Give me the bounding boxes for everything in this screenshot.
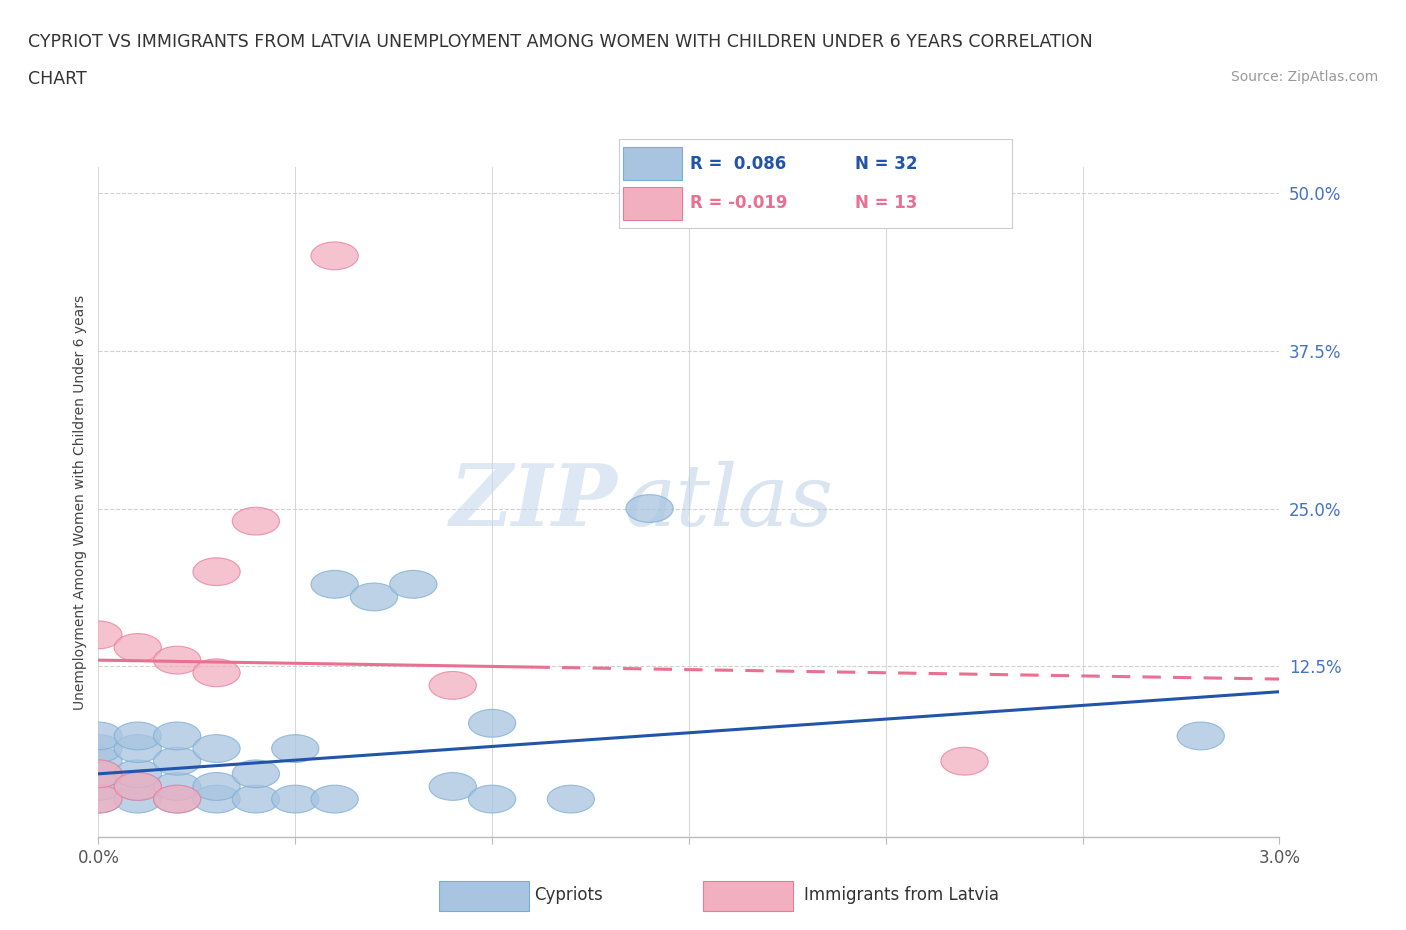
Text: CYPRIOT VS IMMIGRANTS FROM LATVIA UNEMPLOYMENT AMONG WOMEN WITH CHILDREN UNDER 6: CYPRIOT VS IMMIGRANTS FROM LATVIA UNEMPL… [28, 33, 1092, 50]
Text: Source: ZipAtlas.com: Source: ZipAtlas.com [1230, 70, 1378, 84]
Text: ZIP: ZIP [450, 460, 619, 544]
FancyBboxPatch shape [623, 187, 682, 219]
Text: Cypriots: Cypriots [534, 886, 603, 904]
Text: N = 13: N = 13 [855, 194, 917, 212]
Text: atlas: atlas [624, 461, 834, 543]
FancyBboxPatch shape [703, 882, 793, 911]
Text: CHART: CHART [28, 70, 87, 87]
FancyBboxPatch shape [623, 148, 682, 180]
Text: Immigrants from Latvia: Immigrants from Latvia [804, 886, 1000, 904]
Text: R = -0.019: R = -0.019 [689, 194, 787, 212]
FancyBboxPatch shape [439, 882, 529, 911]
Text: R =  0.086: R = 0.086 [689, 155, 786, 173]
Y-axis label: Unemployment Among Women with Children Under 6 years: Unemployment Among Women with Children U… [73, 295, 87, 710]
Text: N = 32: N = 32 [855, 155, 917, 173]
